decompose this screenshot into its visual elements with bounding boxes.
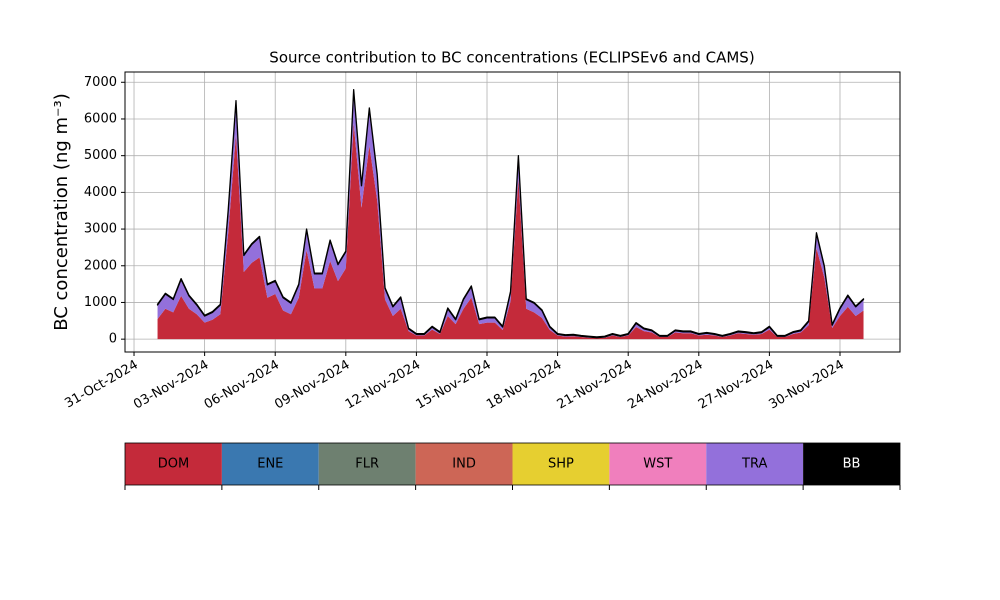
x-tick-label: 15-Nov-2024	[413, 358, 493, 413]
legend-swatch	[318, 443, 416, 485]
legend-label: WST	[643, 457, 672, 472]
x-tick-label: 18-Nov-2024	[484, 358, 564, 413]
y-axis-label: BC concentration (ng m⁻³)	[51, 93, 72, 331]
x-tick-label: 30-Nov-2024	[766, 358, 846, 413]
x-tick-label: 09-Nov-2024	[272, 358, 352, 413]
legend-swatch	[706, 443, 804, 485]
area	[156, 88, 865, 339]
x-tick-label: 24-Nov-2024	[625, 358, 705, 413]
legend-label: ENE	[257, 457, 283, 472]
legend-swatch	[415, 443, 513, 485]
legend-swatch	[125, 443, 222, 485]
chart-title: Source contribution to BC concentrations…	[269, 49, 754, 67]
legend-label: TRA	[741, 457, 767, 472]
y-tick-label: 1000	[84, 295, 117, 310]
legend-swatch	[609, 443, 707, 485]
x-tick-label: 12-Nov-2024	[343, 358, 423, 413]
plot-frame	[124, 71, 901, 353]
legend-swatch	[221, 443, 319, 485]
area	[157, 123, 864, 340]
legend-swatch	[803, 443, 900, 485]
x-tick-label: 21-Nov-2024	[555, 358, 635, 413]
legend-label: SHP	[548, 457, 574, 472]
y-tick-label: 6000	[84, 111, 117, 126]
y-tick-label: 5000	[84, 148, 117, 163]
legend-label: FLR	[355, 457, 379, 472]
x-tick-label: 03-Nov-2024	[131, 358, 211, 413]
y-tick-label: 0	[109, 332, 117, 347]
legend-label: IND	[452, 457, 476, 472]
legend-label: DOM	[158, 457, 189, 472]
y-tick-label: 4000	[84, 185, 117, 200]
x-tick-label: 27-Nov-2024	[696, 358, 776, 413]
x-tick-label: 06-Nov-2024	[202, 358, 282, 413]
x-tick-label: 31-Oct-2024	[62, 358, 140, 412]
y-tick-label: 2000	[84, 258, 117, 273]
legend-swatch	[512, 443, 610, 485]
legend-frame	[124, 442, 901, 486]
legend-label: BB	[843, 457, 861, 472]
y-tick-label: 3000	[84, 222, 117, 237]
y-tick-label: 7000	[84, 75, 117, 90]
